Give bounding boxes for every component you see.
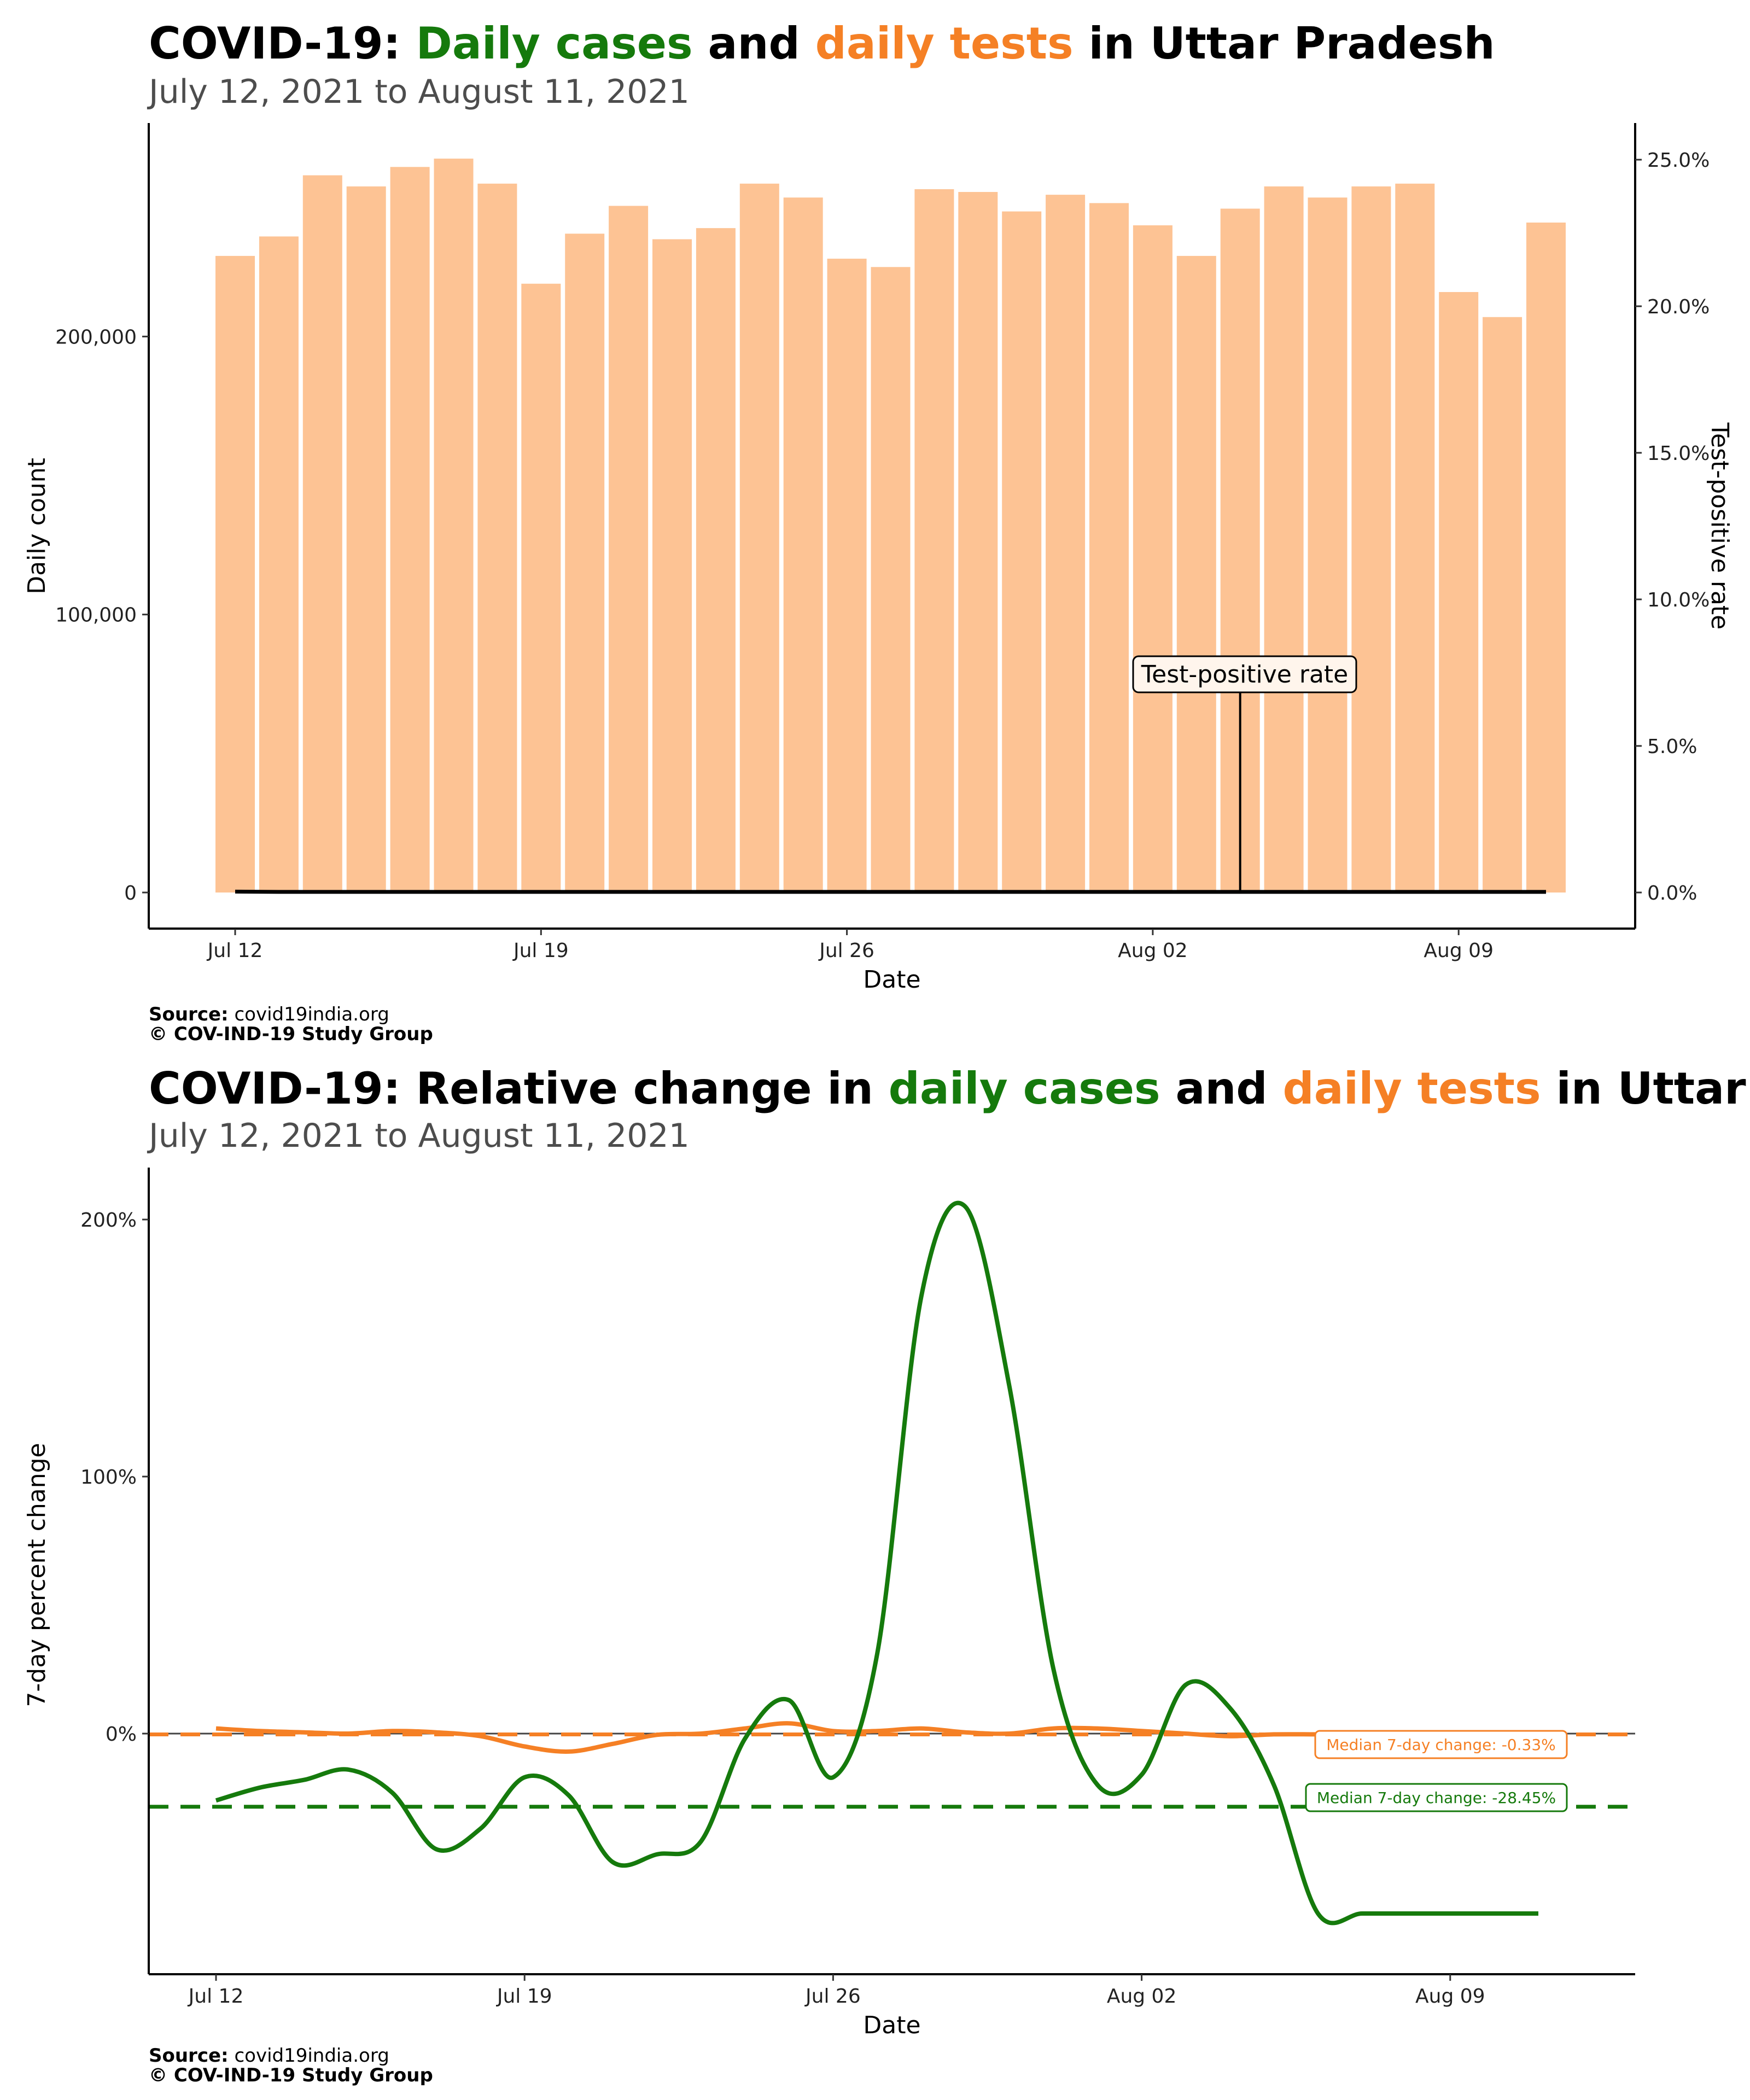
tests-bar-30 [1526, 222, 1566, 893]
tpr-annotation-label: Test-positive rate [1141, 661, 1348, 689]
chart2-xtick-3: Aug 02 [1107, 1985, 1177, 2008]
tests-bar-21 [1133, 225, 1172, 893]
median-label-cases: Median 7-day change: -28.45% [1317, 1789, 1556, 1807]
chart1-xtick-0: Jul 12 [207, 940, 263, 962]
tests-bar-28 [1439, 292, 1479, 892]
chart1-title-part-4: in Uttar Pradesh [1074, 18, 1495, 69]
chart1-title: COVID-19: Daily cases and daily tests in… [149, 18, 1495, 69]
tests-bar-14 [827, 259, 867, 892]
median-label-box-tests [1314, 1730, 1568, 1759]
chart2-title: COVID-19: Relative change in daily cases… [149, 1063, 1750, 1114]
chart2-copyright: © COV-IND-19 Study Group [149, 2064, 433, 2086]
chart1-ytick-0: 0 [124, 882, 137, 905]
chart2-xtick-0: Jul 12 [188, 1985, 244, 2008]
tests-bar-4 [390, 167, 430, 892]
median-label-tests: Median 7-day change: -0.33% [1326, 1736, 1556, 1754]
tests-bar-16 [914, 189, 954, 892]
chart1-y2tick-0: 0.0% [1647, 882, 1697, 905]
tests-bar-2 [302, 175, 342, 892]
tests-bar-5 [434, 159, 474, 893]
chart1-title-part-1: Daily cases [416, 18, 693, 69]
chart1-xlabel: Date [863, 966, 920, 994]
chart2-source-label: Source: [149, 2045, 229, 2067]
tests-bar-25 [1308, 197, 1348, 893]
chart1-source: Source: covid19india.org [149, 1004, 389, 1025]
chart2-xtick-1: Jul 19 [496, 1985, 552, 2008]
tests-bar-13 [783, 197, 823, 893]
tests-bar-11 [696, 228, 736, 892]
chart2-xtick-2: Jul 26 [804, 1985, 861, 2008]
chart1-ylabel: Daily count [23, 458, 51, 594]
chart2-title-part-3: daily tests [1283, 1063, 1541, 1114]
chart1-source-value: covid19india.org [229, 1004, 389, 1025]
chart1-title-part-0: COVID-19: [149, 18, 416, 69]
tests-bar-29 [1483, 317, 1522, 892]
tests-bar-1 [259, 236, 299, 893]
chart1-y2label: Test-positive rate [1706, 422, 1734, 629]
tpr-line [235, 889, 1546, 894]
tests-bar-0 [215, 255, 255, 892]
chart2-subtitle: July 12, 2021 to August 11, 2021 [147, 1117, 690, 1155]
chart1-y2tick-1: 5.0% [1647, 736, 1697, 758]
chart2-title-part-1: daily cases [889, 1063, 1160, 1114]
chart1-xtick-1: Jul 19 [512, 940, 569, 962]
tpr-annotation-box [1132, 655, 1357, 693]
series-line-cases [215, 1200, 1538, 1926]
chart2-source-value: covid19india.org [229, 2045, 389, 2067]
tests-bar-6 [477, 183, 517, 893]
chart2-ytick-2: 200% [80, 1209, 137, 1232]
chart2-title-part-0: COVID-19: Relative change in [149, 1063, 889, 1114]
chart1-subtitle: July 12, 2021 to August 11, 2021 [147, 73, 690, 111]
tests-bar-3 [346, 186, 386, 892]
chart1-title-part-2: and [693, 18, 815, 69]
chart1-xtick-4: Aug 09 [1424, 940, 1494, 962]
chart2-ylabel: 7-day percent change [23, 1443, 51, 1707]
chart2-ytick-0: 0% [106, 1723, 137, 1746]
chart1-copyright: © COV-IND-19 Study Group [149, 1023, 433, 1045]
tests-bar-7 [521, 283, 561, 892]
chart1-y2tick-2: 10.0% [1647, 589, 1710, 611]
tests-bar-12 [739, 183, 779, 893]
tests-bar-8 [565, 234, 605, 892]
tests-bar-26 [1351, 186, 1391, 892]
tests-bar-24 [1264, 186, 1304, 892]
median-label-box-cases [1305, 1783, 1568, 1812]
chart2-source: Source: covid19india.org [149, 2045, 389, 2067]
chart1-y2tick-5: 25.0% [1647, 149, 1710, 172]
chart1-y2tick-3: 15.0% [1647, 442, 1710, 465]
chart2-title-part-2: and [1160, 1063, 1283, 1114]
tests-bar-18 [1002, 211, 1042, 893]
tests-bar-27 [1395, 183, 1435, 893]
chart2-title-part-4: in Uttar Pradesh [1541, 1063, 1750, 1114]
tests-bar-19 [1046, 195, 1086, 892]
chart2-xtick-4: Aug 09 [1415, 1985, 1485, 2008]
chart2-xlabel: Date [863, 2011, 920, 2039]
chart1-title-part-3: daily tests [815, 18, 1074, 69]
chart1-y2tick-4: 20.0% [1647, 296, 1710, 318]
chart2-ytick-1: 100% [80, 1466, 137, 1489]
tests-bar-17 [958, 192, 998, 893]
chart1-ytick-2: 200,000 [55, 326, 137, 348]
chart1-xtick-2: Jul 26 [818, 940, 874, 962]
chart1-source-label: Source: [149, 1004, 229, 1025]
tests-bar-9 [609, 206, 649, 892]
tests-bar-15 [871, 267, 911, 892]
tests-bar-20 [1089, 203, 1129, 892]
tests-bar-10 [652, 239, 692, 892]
chart1-xtick-3: Aug 02 [1118, 940, 1188, 962]
tests-bar-22 [1176, 255, 1216, 892]
chart1-ytick-1: 100,000 [55, 604, 137, 627]
